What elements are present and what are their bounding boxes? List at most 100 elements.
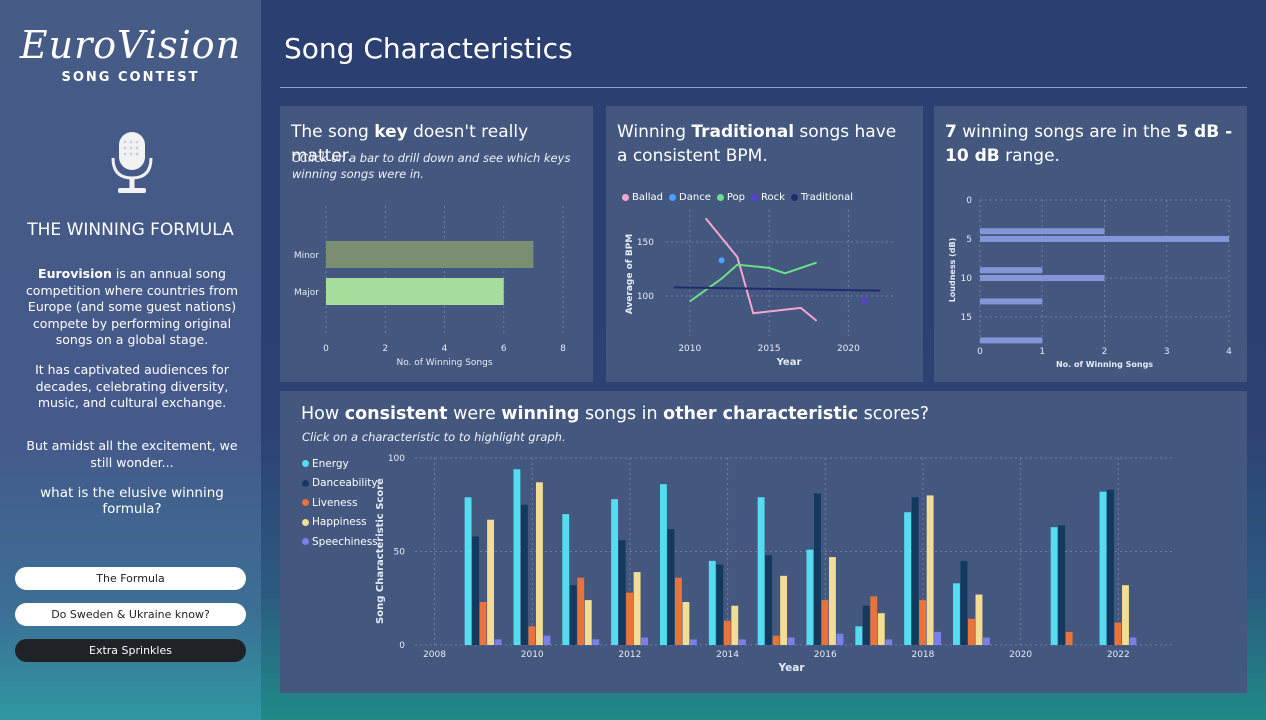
chars-bar-happiness[interactable] <box>877 613 885 645</box>
chars-bar-speechiness[interactable] <box>836 633 844 645</box>
chars-bar-speechiness[interactable] <box>738 639 746 645</box>
chars-bar-happiness[interactable] <box>1122 585 1129 645</box>
loud-bar[interactable] <box>980 228 1105 235</box>
chars-bar-danceability[interactable] <box>569 585 577 645</box>
chars-legend-happiness[interactable]: Happiness <box>302 513 378 533</box>
chars-legend-liveness[interactable]: Liveness <box>302 493 378 513</box>
chars-bar-happiness[interactable] <box>780 575 788 645</box>
chars-bar-energy[interactable] <box>1099 491 1107 645</box>
chars-bar-speechiness[interactable] <box>494 639 502 645</box>
chars-bar-speechiness[interactable] <box>543 635 551 645</box>
chars-bar-speechiness[interactable] <box>641 637 649 645</box>
eurovision-logo: EuroVision SONG CONTEST <box>0 22 261 85</box>
chars-bar-happiness[interactable] <box>535 482 543 645</box>
chars-bar-energy[interactable] <box>904 512 912 645</box>
bpm-legend-pop[interactable]: Pop <box>716 192 745 203</box>
chars-bar-happiness[interactable] <box>633 572 641 645</box>
chars-bar-energy[interactable] <box>953 583 960 645</box>
chars-bar-danceability[interactable] <box>813 493 821 645</box>
chars-bar-liveness[interactable] <box>821 600 829 645</box>
chars-bar-danceability[interactable] <box>618 540 626 645</box>
chars-bar-danceability[interactable] <box>1058 525 1066 645</box>
bpm-line-ballad[interactable] <box>704 217 818 322</box>
chars-bar-liveness[interactable] <box>577 577 585 645</box>
chars-bar-energy[interactable] <box>659 484 667 645</box>
chars-bar-speechiness[interactable] <box>885 639 893 645</box>
chars-bar-liveness[interactable] <box>772 635 780 645</box>
chars-bar-happiness[interactable] <box>926 495 934 645</box>
chars-bar-danceability[interactable] <box>862 605 870 645</box>
chars-bar-danceability[interactable] <box>1107 489 1114 645</box>
loud-bar[interactable] <box>980 236 1229 242</box>
chars-bar-liveness[interactable] <box>1065 631 1073 645</box>
chars-bar-liveness[interactable] <box>723 620 731 645</box>
chars-bar-danceability[interactable] <box>716 564 724 645</box>
chars-bar-energy[interactable] <box>708 560 716 645</box>
chars-legend-energy[interactable]: Energy <box>302 454 378 474</box>
chars-bar-liveness[interactable] <box>479 601 487 645</box>
chars-x-axis-label: Year <box>777 662 805 674</box>
chars-bar-speechiness[interactable] <box>787 637 795 645</box>
chars-bar-danceability[interactable] <box>667 529 675 645</box>
chars-bar-liveness[interactable] <box>919 600 927 645</box>
bpm-legend-traditional[interactable]: Traditional <box>790 192 853 203</box>
legend-label: Pop <box>726 192 745 203</box>
chars-bar-liveness[interactable] <box>968 618 975 645</box>
chars-legend-speechiness[interactable]: Speechiness <box>302 532 378 552</box>
chars-bar-happiness[interactable] <box>828 557 836 645</box>
chars-bar-energy[interactable] <box>562 514 570 645</box>
chars-bar-energy[interactable] <box>757 497 765 645</box>
chars-bar-speechiness[interactable] <box>592 639 600 645</box>
microphone-icon <box>111 132 153 193</box>
extra-sprinkles-button[interactable]: Extra Sprinkles <box>15 639 246 662</box>
chars-bar-happiness[interactable] <box>584 600 592 645</box>
chars-bar-energy[interactable] <box>855 626 863 645</box>
key-x-tick: 8 <box>560 344 566 354</box>
bpm-x-axis-label: Year <box>776 357 802 368</box>
bpm-card-title: Winning Traditional songs have a consist… <box>617 120 907 168</box>
chars-bar-liveness[interactable] <box>626 592 634 645</box>
bpm-line-pop[interactable] <box>689 261 818 303</box>
chars-bar-danceability[interactable] <box>520 504 528 645</box>
chars-bar-speechiness[interactable] <box>689 639 697 645</box>
bpm-line-traditional[interactable] <box>673 286 881 292</box>
legend-label: Traditional <box>800 192 853 203</box>
chars-bar-energy[interactable] <box>611 499 619 645</box>
chars-bar-danceability[interactable] <box>911 497 919 645</box>
chars-bar-happiness[interactable] <box>487 519 495 645</box>
loud-bar[interactable] <box>980 267 1043 274</box>
bpm-y-tick: 100 <box>637 292 654 302</box>
bpm-chart: 2010 2015 2020 100 150 Year Average of BPM <box>625 210 896 368</box>
chars-bar-energy[interactable] <box>1050 527 1058 645</box>
bpm-legend-rock[interactable]: Rock <box>751 192 785 203</box>
chars-bar-energy[interactable] <box>513 469 521 645</box>
chars-bar-speechiness[interactable] <box>934 631 942 645</box>
chars-bar-liveness[interactable] <box>674 577 682 645</box>
chars-bar-energy[interactable] <box>806 549 814 645</box>
chars-bar-speechiness[interactable] <box>983 637 990 645</box>
chars-legend-danceability[interactable]: Danceability <box>302 474 378 494</box>
loud-bar[interactable] <box>980 298 1043 305</box>
chars-bar-energy[interactable] <box>464 497 472 645</box>
chars-bar-liveness[interactable] <box>870 596 878 645</box>
chars-bar-danceability[interactable] <box>765 555 773 645</box>
chars-bar-danceability[interactable] <box>960 560 968 645</box>
bpm-point-dance[interactable] <box>718 257 725 264</box>
chars-bar-happiness[interactable] <box>975 594 983 645</box>
chars-bar-happiness[interactable] <box>682 601 690 645</box>
chars-bar-danceability[interactable] <box>472 536 480 645</box>
key-bar-major[interactable] <box>326 278 504 305</box>
chars-bar-speechiness[interactable] <box>1129 637 1137 645</box>
chars-bar-liveness[interactable] <box>528 626 536 645</box>
chars-bar-happiness[interactable] <box>731 605 739 645</box>
loud-bar[interactable] <box>980 337 1043 344</box>
key-bar-minor[interactable] <box>326 241 534 268</box>
bpm-legend-dance[interactable]: Dance <box>669 192 711 203</box>
loud-bar[interactable] <box>980 275 1105 281</box>
page-title: Song Characteristics <box>284 32 573 65</box>
bpm-legend-ballad[interactable]: Ballad <box>622 192 663 203</box>
bpm-point-rock[interactable] <box>861 297 868 304</box>
sweden-ukraine-button[interactable]: Do Sweden & Ukraine know? <box>15 603 246 626</box>
chars-bar-liveness[interactable] <box>1114 622 1122 645</box>
the-formula-button[interactable]: The Formula <box>15 567 246 590</box>
